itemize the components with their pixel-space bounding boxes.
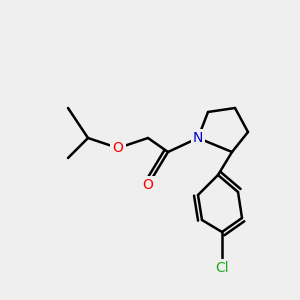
Text: Cl: Cl — [215, 261, 229, 275]
Text: O: O — [112, 141, 123, 155]
Text: N: N — [193, 131, 203, 145]
Text: O: O — [142, 178, 153, 192]
